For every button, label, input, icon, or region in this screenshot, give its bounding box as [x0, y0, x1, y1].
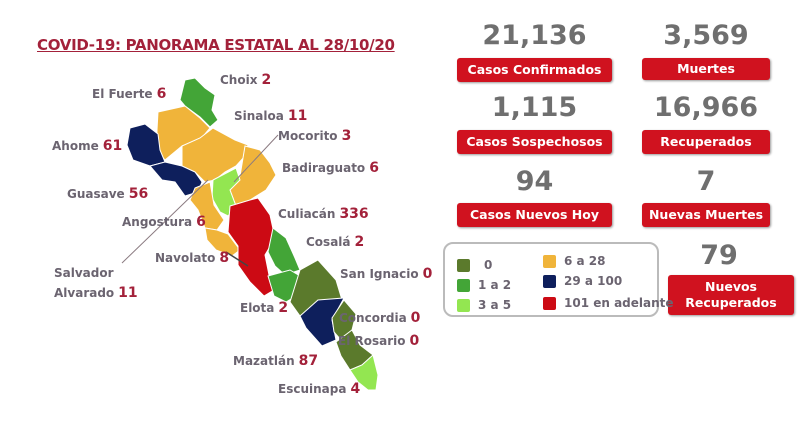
label-san-ignacio: San Ignacio 0 [340, 266, 432, 282]
stat-value: 16,966 [653, 92, 759, 123]
legend-swatch [543, 296, 556, 310]
municipio-name: San Ignacio [340, 267, 419, 281]
legend-label: 6 a 28 [564, 254, 606, 268]
municipio-value: 6 [369, 160, 379, 176]
stat-value: 1,115 [491, 92, 578, 123]
municipio-name: Ahome [52, 139, 99, 153]
legend-swatch [543, 254, 556, 268]
region-cosala [267, 227, 301, 276]
stat-label: Nuevos Recuperados [668, 275, 794, 315]
municipio-name: Sinaloa [234, 109, 284, 123]
municipio-value: 11 [287, 108, 308, 124]
municipio-name: Escuinapa [278, 382, 347, 396]
municipio-name: Choix [220, 73, 258, 87]
municipio-value: 3 [341, 128, 352, 144]
legend-item: 29 a 100 [543, 274, 622, 288]
leader-line-navolato [225, 251, 249, 267]
legend-label: 3 a 5 [478, 298, 512, 312]
municipio-name: Salvador [54, 266, 114, 280]
municipio-value: 6 [196, 214, 206, 230]
legend: 0 1 a 2 3 a 5 6 a 28 29 a 100 101 en adelante [443, 242, 674, 317]
municipio-value: 0 [409, 333, 420, 349]
label-guasave: Guasave 56 [67, 186, 148, 202]
municipio-name: Cosalá [306, 235, 351, 249]
stat-label: Nuevas Muertes [642, 203, 770, 227]
stat-label: Casos Nuevos Hoy [457, 203, 612, 227]
municipio-value: 4 [350, 381, 361, 397]
municipio-value: 0 [410, 310, 421, 326]
municipio-value: 87 [298, 353, 319, 369]
municipio-name: El Rosario [338, 334, 406, 348]
legend-label: 101 en adelante [564, 296, 674, 310]
municipio-name: Navolato [155, 251, 216, 265]
stat-value: 94 [515, 166, 554, 197]
label-concordia: Concordia 0 [339, 310, 420, 326]
legend-swatch [457, 258, 470, 272]
municipio-name: Angostura [122, 215, 193, 229]
stat-value: 21,136 [482, 20, 587, 51]
region-navolato [204, 227, 241, 257]
municipio-name: Concordia [339, 311, 407, 325]
municipio-name: Elota [240, 301, 275, 315]
municipio-value: 2 [261, 72, 272, 88]
municipio-value: 2 [354, 234, 365, 250]
label-mazatlan: Mazatlán 87 [233, 353, 318, 369]
municipio-value: 61 [102, 138, 123, 154]
label-el-fuerte: El Fuerte 6 [92, 86, 166, 102]
leader-line-salvador-alvarado [121, 179, 209, 264]
legend-item: 3 a 5 [457, 298, 511, 312]
municipio-value: 11 [118, 285, 138, 301]
label-choix: Choix 2 [220, 72, 271, 88]
label-culiacan: Culiacán 336 [278, 206, 369, 222]
municipio-name: Mazatlán [233, 354, 295, 368]
legend-label: 0 [484, 258, 493, 272]
sinaloa-map [121, 77, 379, 391]
municipio-value: 6 [156, 86, 167, 102]
region-choix [179, 77, 219, 128]
label-angostura: Angostura 6 [122, 214, 206, 230]
stat-value: 79 [700, 240, 738, 271]
label-navolato: Navolato 8 [155, 250, 229, 266]
municipio-name: Mocorito [278, 129, 338, 143]
label-mocorito: Mocorito 3 [278, 128, 351, 144]
label-escuinapa: Escuinapa 4 [278, 381, 360, 397]
legend-label: 29 a 100 [564, 274, 623, 288]
stat-label: Muertes [642, 58, 770, 80]
stat-value: 7 [696, 166, 716, 197]
stat-label: Casos Sospechosos [457, 130, 612, 154]
label-elota: Elota 2 [240, 300, 288, 316]
municipio-value: 8 [219, 250, 230, 266]
legend-item: 6 a 28 [543, 254, 606, 268]
municipio-value: 2 [278, 300, 289, 316]
municipio-value: 56 [128, 186, 149, 202]
label-badiraguato: Badiraguato 6 [282, 160, 379, 176]
label-sinaloa: Sinaloa 11 [234, 108, 307, 124]
municipio-value: 336 [339, 206, 369, 222]
legend-swatch [457, 278, 470, 292]
page-title: COVID-19: PANORAMA ESTATAL AL 28/10/20 [37, 36, 395, 54]
legend-swatch [457, 298, 470, 312]
legend-item: 0 [457, 258, 492, 272]
leader-line-mocorito [233, 134, 279, 183]
stat-label: Recuperados [642, 130, 770, 154]
municipio-name-2: Alvarado [54, 286, 115, 300]
label-el-rosario: El Rosario 0 [338, 333, 419, 349]
legend-swatch [543, 274, 556, 288]
municipio-name: Guasave [67, 187, 125, 201]
municipio-value: 0 [422, 266, 433, 282]
municipio-name: El Fuerte [92, 87, 153, 101]
label-salvador-alvarado: Salvador Alvarado 11 [54, 263, 138, 303]
stat-label: Casos Confirmados [457, 58, 612, 82]
legend-label: 1 a 2 [478, 278, 512, 292]
stat-value: 3,569 [663, 20, 749, 51]
municipio-name: Culiacán [278, 207, 336, 221]
label-cosala: Cosalá 2 [306, 234, 364, 250]
region-escuinapa [349, 354, 379, 391]
legend-item: 1 a 2 [457, 278, 511, 292]
municipio-name: Badiraguato [282, 161, 366, 175]
legend-item: 101 en adelante [543, 296, 674, 310]
label-ahome: Ahome 61 [52, 138, 122, 154]
